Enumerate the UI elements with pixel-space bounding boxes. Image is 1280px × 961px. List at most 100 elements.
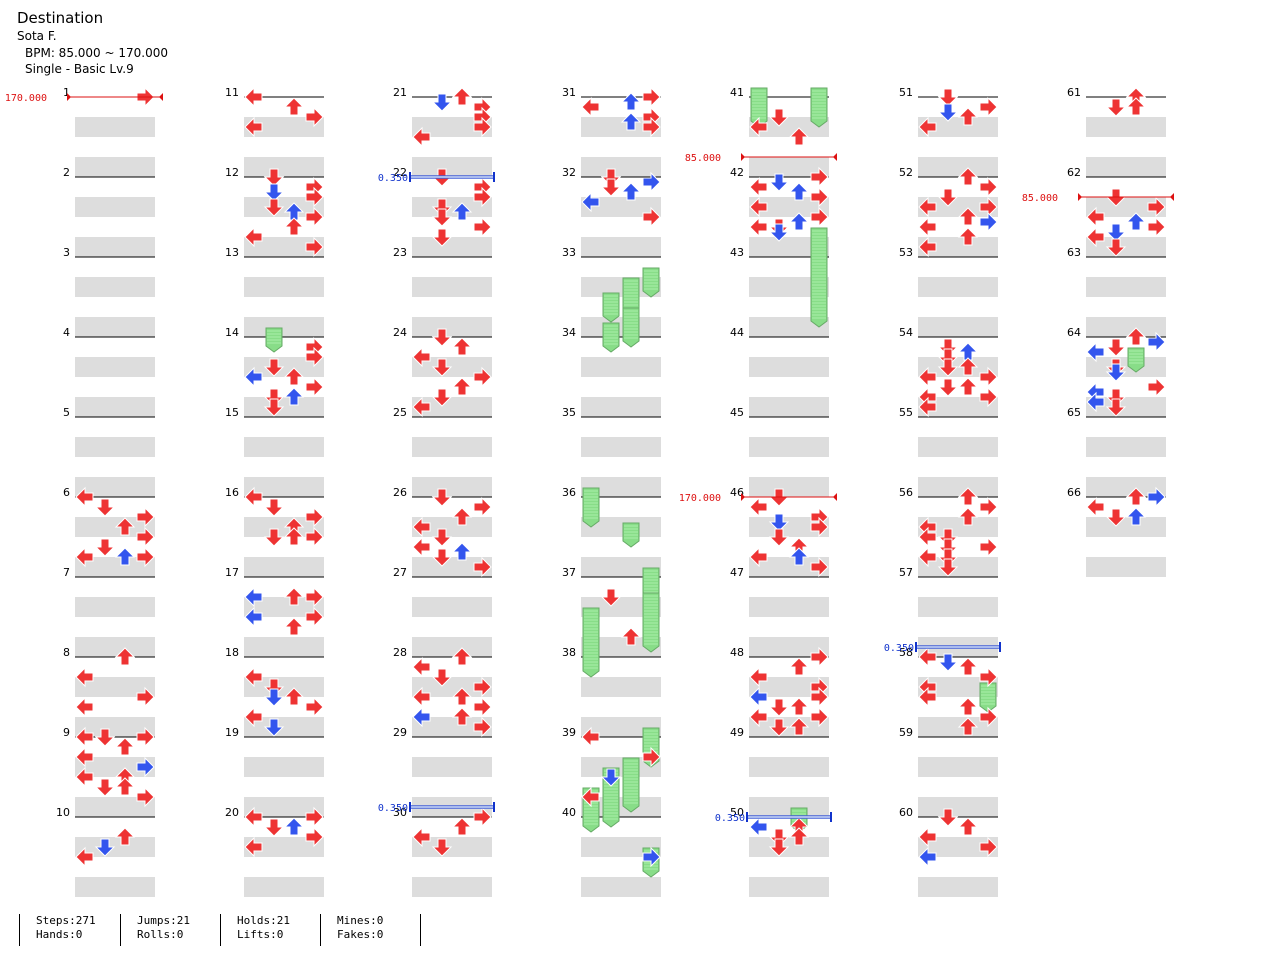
step-arrow	[431, 548, 453, 567]
stat-fakes: Fakes:0	[337, 928, 384, 941]
step-arrow	[305, 526, 324, 548]
step-arrow	[412, 126, 431, 148]
step-arrow	[305, 376, 324, 398]
beat-stripe	[75, 837, 155, 857]
measure-number: 19	[225, 726, 239, 739]
stats-group-mines: Mines:0 Fakes:0	[320, 914, 383, 946]
beat-stripe	[918, 437, 998, 457]
beat-stripe	[412, 597, 492, 617]
measure-number: 23	[393, 246, 407, 259]
measure-number: 52	[899, 166, 913, 179]
step-arrow	[1105, 508, 1127, 527]
beat-stripe	[1086, 557, 1166, 577]
measure-number: 26	[393, 486, 407, 499]
beat-stripe	[412, 517, 492, 537]
measure-number: 45	[730, 406, 744, 419]
measure-number: 50	[730, 806, 744, 819]
step-arrow	[768, 698, 790, 717]
measure-number: 14	[225, 326, 239, 339]
step-arrow	[451, 337, 473, 356]
step-arrow	[979, 706, 998, 728]
step-arrow	[263, 398, 285, 417]
measure-number: 56	[899, 486, 913, 499]
beat-stripe	[75, 677, 155, 697]
beat-stripe	[749, 477, 829, 497]
step-arrow	[918, 846, 937, 868]
beat-stripe	[581, 877, 661, 897]
step-arrow	[1147, 216, 1166, 238]
step-arrow	[620, 112, 642, 131]
measure-number: 57	[899, 566, 913, 579]
step-arrow	[244, 86, 263, 108]
beat-stripe	[581, 317, 661, 337]
beat-stripe	[581, 717, 661, 737]
step-arrow	[412, 826, 431, 848]
beat-stripe	[581, 597, 661, 617]
step-arrow	[749, 706, 768, 728]
beat-stripe	[1086, 397, 1166, 417]
step-arrow	[473, 116, 492, 138]
step-arrow	[957, 507, 979, 526]
step-arrow	[1086, 206, 1105, 228]
measure-number: 46	[730, 486, 744, 499]
beat-stripe	[244, 117, 324, 137]
step-arrow	[979, 366, 998, 388]
stats-group-holds: Holds:21 Lifts:0	[220, 914, 290, 946]
beat-stripe	[412, 637, 492, 657]
measure-number: 51	[899, 86, 913, 99]
beat-stripe	[75, 357, 155, 377]
measure-number: 12	[225, 166, 239, 179]
step-arrow	[244, 116, 263, 138]
step-arrow	[1147, 331, 1166, 353]
beat-stripe	[412, 197, 492, 217]
step-arrow	[979, 96, 998, 118]
step-arrow	[114, 647, 136, 666]
step-arrow	[581, 96, 600, 118]
step-arrow	[937, 558, 959, 577]
stop-cap	[915, 642, 917, 652]
step-arrow	[412, 396, 431, 418]
step-arrow	[918, 236, 937, 258]
step-arrow	[136, 756, 155, 778]
beat-stripe	[75, 517, 155, 537]
step-arrow	[263, 688, 285, 707]
step-arrow	[957, 357, 979, 376]
step-arrow	[1147, 376, 1166, 398]
measure-number: 54	[899, 326, 913, 339]
hold-body	[622, 307, 640, 348]
step-arrow	[75, 746, 94, 768]
beat-stripe	[1086, 237, 1166, 257]
step-arrow	[431, 388, 453, 407]
beat-stripe	[581, 397, 661, 417]
measure-number: 63	[1067, 246, 1081, 259]
step-arrow	[94, 498, 116, 517]
step-arrow	[431, 358, 453, 377]
stat-mines: Mines:0	[337, 914, 384, 927]
beat-stripe	[749, 557, 829, 577]
step-arrow	[75, 666, 94, 688]
beat-stripe	[412, 317, 492, 337]
step-arrow	[1125, 327, 1147, 346]
measure-number: 2	[63, 166, 70, 179]
step-arrow	[749, 496, 768, 518]
step-arrow	[305, 186, 324, 208]
beat-stripe	[918, 557, 998, 577]
step-arrow	[305, 826, 324, 848]
step-arrow	[263, 168, 285, 187]
step-arrow	[1125, 507, 1147, 526]
step-arrow	[749, 116, 768, 138]
step-arrow	[114, 547, 136, 566]
beat-stripe	[412, 837, 492, 857]
step-arrow	[263, 388, 285, 407]
step-arrow	[788, 547, 810, 566]
beat-stripe	[412, 717, 492, 737]
step-arrow	[788, 127, 810, 146]
beat-stripe	[244, 237, 324, 257]
beat-stripe	[412, 117, 492, 137]
step-arrow	[431, 668, 453, 687]
step-arrow	[136, 786, 155, 808]
step-arrow	[305, 206, 324, 228]
step-arrow	[642, 846, 661, 868]
step-arrow	[244, 666, 263, 688]
step-arrow	[263, 678, 285, 697]
